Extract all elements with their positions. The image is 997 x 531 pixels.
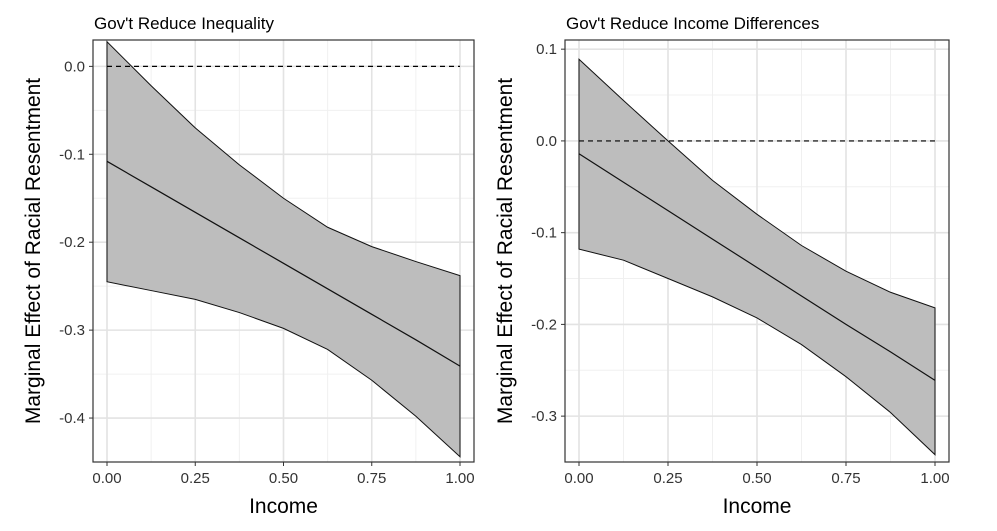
x-tick-label: 0.50 (742, 470, 771, 487)
y-tick-label: -0.1 (531, 225, 557, 242)
y-tick-label: 0.1 (536, 41, 557, 58)
y-axis-label: Marginal Effect of Racial Resentment (22, 78, 45, 424)
x-tick-label: 0.50 (269, 470, 298, 487)
confidence-band (578, 58, 936, 456)
y-tick-label: -0.3 (59, 322, 85, 339)
x-tick-label: 0.25 (653, 470, 682, 487)
panel-2: 0.00 0.25 0.50 0.75 1.00 0.1 0.0 -0.1 -0.2 -0.3 Go… (494, 14, 950, 518)
x-tick-label: 1.00 (920, 470, 949, 487)
panel-1: 0.00 0.25 0.50 0.75 1.00 0.0 -0.1 -0.2 -0.3 -0.4 G… (22, 14, 475, 518)
y-tick-label: -0.3 (531, 408, 557, 425)
x-axis-label: Income (723, 495, 792, 518)
confidence-band (106, 40, 461, 458)
estimate-line (106, 160, 461, 367)
x-tick-label: 0.00 (564, 470, 593, 487)
y-axis-label: Marginal Effect of Racial Resentment (494, 78, 517, 424)
y-tick-label: 0.0 (64, 58, 85, 75)
chart-title: Gov't Reduce Income Differences (566, 14, 819, 33)
x-tick-label: 0.75 (357, 470, 386, 487)
y-tick-label: 0.0 (536, 133, 557, 150)
x-tick-label: 1.00 (445, 470, 474, 487)
x-tick-label: 0.00 (92, 470, 121, 487)
x-axis-label: Income (249, 495, 318, 518)
y-tick-label: -0.4 (59, 410, 85, 427)
x-tick-label: 0.25 (181, 470, 210, 487)
chart-title: Gov't Reduce Inequality (94, 14, 274, 33)
y-tick-label: -0.2 (59, 234, 85, 251)
x-tick-label: 0.75 (831, 470, 860, 487)
estimate-line (578, 153, 936, 381)
y-tick-label: -0.1 (59, 146, 85, 163)
y-tick-label: -0.2 (531, 316, 557, 333)
